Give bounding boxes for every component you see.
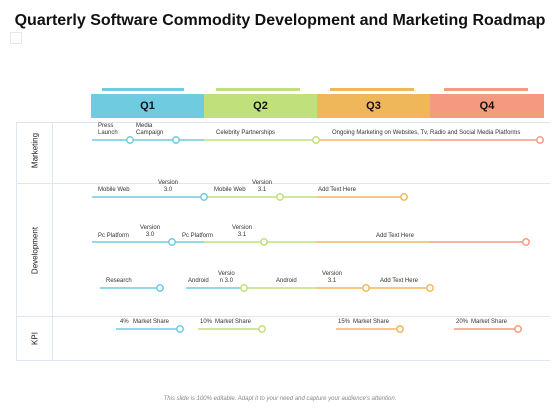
quarter-header-q2: Q2	[204, 94, 317, 118]
marker-kpi1	[176, 325, 184, 333]
label-media-campaign: Media Campaign	[136, 123, 164, 136]
side-divider	[52, 122, 53, 360]
label-dev1-mobile-web-1: Mobile Web	[98, 187, 130, 193]
q1-accent-bar	[102, 88, 184, 91]
marker-dev3-version31	[362, 284, 370, 292]
marker-kpi2	[258, 325, 266, 333]
quarter-header-q3: Q3	[317, 94, 430, 118]
label-press-launch: Press Launch	[98, 123, 118, 136]
marker-celebrity	[312, 136, 320, 144]
label-ongoing-marketing: Ongoing Marketing on Websites, Tv, Radio…	[332, 130, 521, 136]
kpi-group-bottom	[16, 360, 550, 361]
marker-dev3-addtext	[426, 284, 434, 292]
label-kpi1-pct: 4%	[120, 319, 129, 325]
quarter-header-q4: Q4	[430, 94, 544, 118]
label-celebrity-partnerships: Celebrity Partnerships	[216, 130, 276, 136]
label-dev1-add-text: Add Text Here	[318, 187, 356, 193]
label-dev2-pc-platform-2: Pc Platform	[182, 233, 214, 239]
marker-dev2-version31	[260, 238, 268, 246]
label-dev3-version-31: Version 3.1	[322, 271, 343, 284]
label-dev3-research: Research	[106, 278, 132, 284]
marker-dev1-version31	[276, 193, 284, 201]
marker-dev2-addtext	[522, 238, 530, 246]
q4-accent-bar	[444, 88, 528, 91]
label-dev1-mobile-web-2: Mobile Web	[214, 187, 246, 193]
q3-accent-bar	[330, 88, 414, 91]
label-kpi1-market-share: Market Share	[133, 319, 170, 325]
marketing-group-top	[16, 122, 550, 123]
quarter-header-q1: Q1	[91, 94, 204, 118]
label-dev2-version-31: Version 3.1	[232, 225, 253, 238]
footer-note: This slide is 100% editable. Adapt it to…	[163, 396, 397, 402]
page-title: Quarterly Software Commodity Development…	[14, 12, 546, 29]
marker-dev2-version30	[168, 238, 176, 246]
marker-media-campaign	[172, 136, 180, 144]
marker-press-launch	[126, 136, 134, 144]
marker-kpi3	[396, 325, 404, 333]
kpi-group-top	[16, 316, 550, 317]
marker-dev3-research	[156, 284, 164, 292]
label-kpi3-market-share: Market Share	[353, 319, 390, 325]
corner-decoration	[10, 32, 22, 44]
label-kpi2-pct: 10%	[200, 319, 213, 325]
label-kpi4-pct: 20%	[456, 319, 469, 325]
label-dev1-version-31: Version 3.1	[252, 180, 273, 193]
label-dev3-add-text: Add Text Here	[380, 278, 418, 284]
label-dev2-version-30: Version 3.0	[140, 225, 161, 238]
label-kpi2-market-share: Market Share	[215, 319, 252, 325]
marker-dev3-version30	[240, 284, 248, 292]
marker-dev1-version30	[200, 193, 208, 201]
label-dev3-android-1: Android	[188, 278, 209, 284]
label-dev1-version-30: Version 3.0	[158, 180, 179, 193]
label-kpi4-market-share: Market Share	[471, 319, 508, 325]
label-dev2-add-text: Add Text Here	[376, 233, 414, 239]
label-dev3-android-2: Android	[276, 278, 297, 284]
marker-kpi4	[514, 325, 522, 333]
q2-accent-bar	[216, 88, 300, 91]
marker-ongoing	[536, 136, 544, 144]
label-dev2-pc-platform-1: Pc Platform	[98, 233, 130, 239]
label-dev3-version-30: Versio n 3.0	[218, 271, 235, 284]
side-column-border	[16, 122, 17, 360]
development-group-top	[16, 183, 550, 184]
marker-dev1-addtext	[400, 193, 408, 201]
label-kpi3-pct: 15%	[338, 319, 351, 325]
